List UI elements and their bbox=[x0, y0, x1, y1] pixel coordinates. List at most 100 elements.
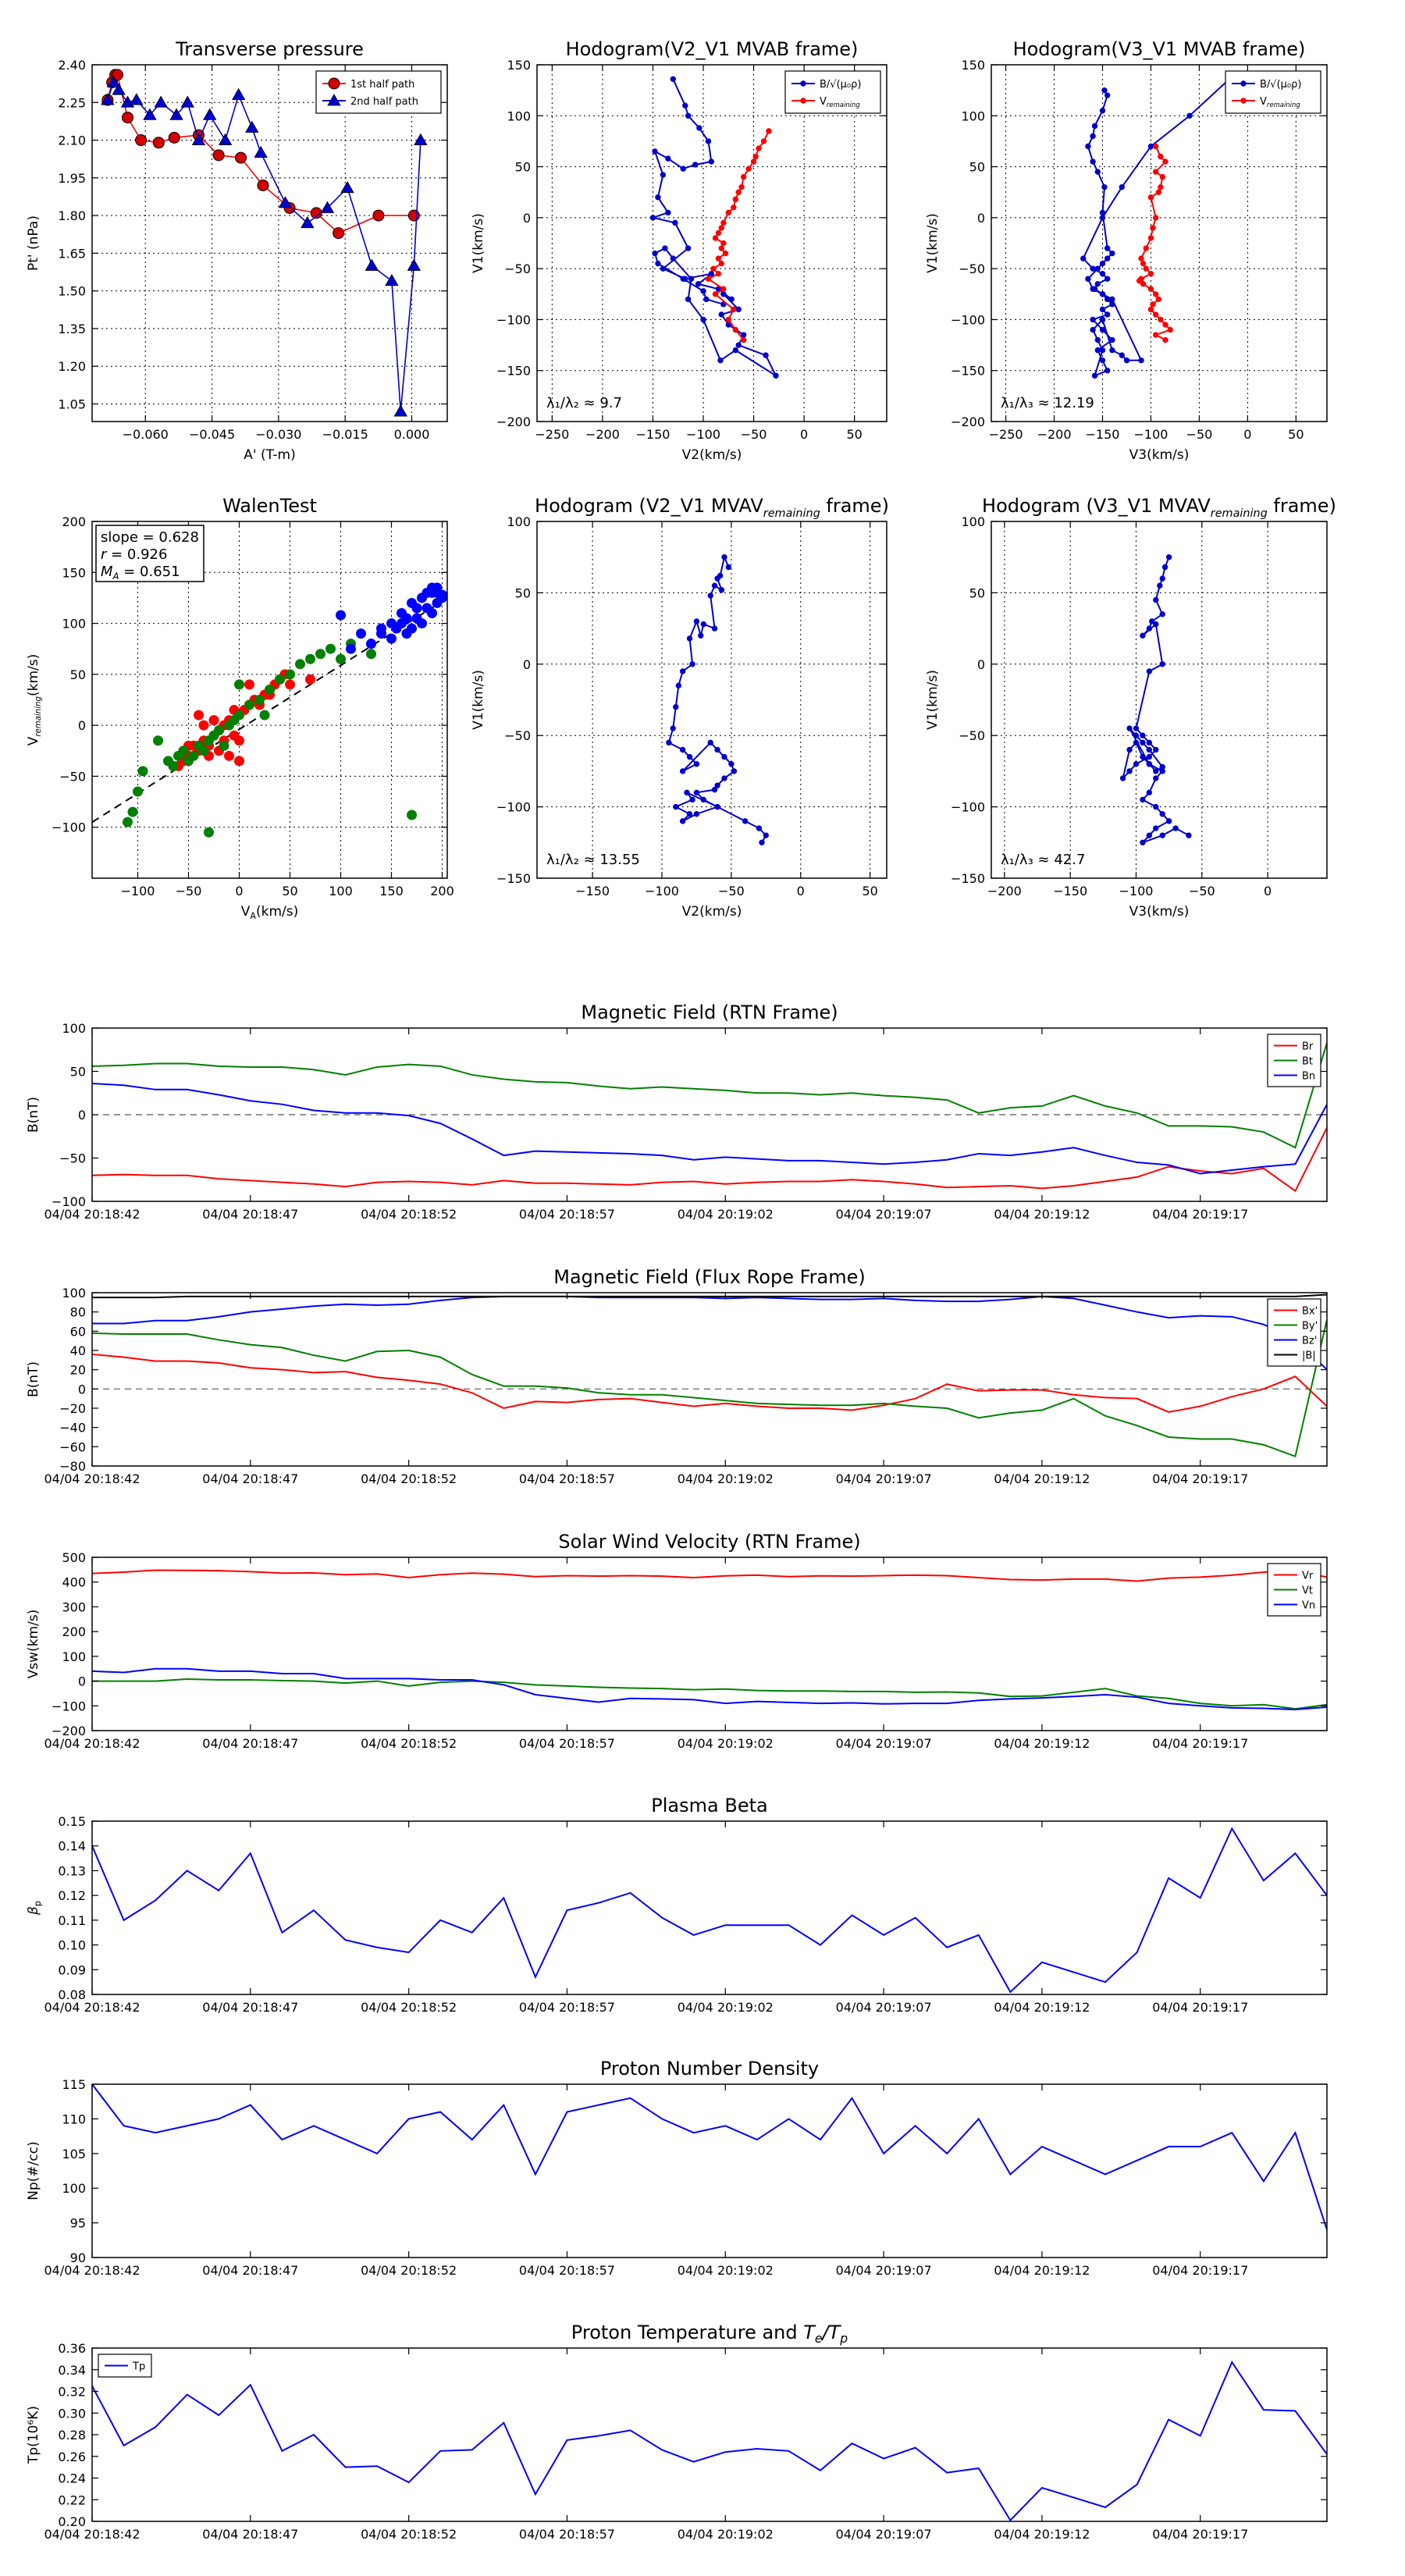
data-point bbox=[1167, 326, 1173, 333]
y-tick-label: 0 bbox=[523, 657, 531, 672]
data-point-green bbox=[153, 735, 163, 746]
data-point bbox=[1147, 194, 1154, 201]
legend-marker bbox=[1240, 98, 1247, 104]
data-point bbox=[685, 296, 692, 303]
x-tick-label: 04/04 20:19:17 bbox=[1152, 2000, 1248, 2015]
data-point-red bbox=[234, 735, 244, 746]
data-point bbox=[715, 255, 722, 262]
data-point bbox=[1091, 123, 1098, 130]
y-tick-label: −150 bbox=[951, 871, 985, 886]
data-point bbox=[1099, 306, 1106, 313]
data-point-green bbox=[214, 725, 224, 736]
chart-h2: Hodogram(V3_V1 MVAB frame) −250 −200 −150 −1… bbox=[925, 38, 1328, 463]
x-tick-label: −200 bbox=[1037, 427, 1072, 442]
y-tick-label: 0.15 bbox=[58, 1814, 86, 1829]
legend-box bbox=[315, 70, 442, 114]
chart-bfield: Magnetic Field (RTN Frame) 04/04 20:18:42… bbox=[26, 1002, 1328, 1222]
legend-label: Bx' bbox=[1302, 1306, 1318, 1318]
y-tick-label: 150 bbox=[961, 58, 985, 73]
y-tick-label: 50 bbox=[969, 585, 985, 600]
x-tick-label: 04/04 20:19:17 bbox=[1152, 2263, 1248, 2278]
data-point bbox=[1119, 775, 1126, 781]
data-point bbox=[1090, 316, 1096, 323]
x-tick-label: 04/04 20:18:52 bbox=[361, 2000, 457, 2015]
axes-frame bbox=[991, 521, 1328, 879]
y-tick-label: −200 bbox=[951, 415, 985, 429]
data-point bbox=[680, 276, 686, 282]
y-tick-label: 105 bbox=[62, 2147, 86, 2161]
data-point bbox=[763, 352, 769, 358]
y-tick-label: 0.09 bbox=[58, 1962, 86, 1977]
data-point bbox=[707, 739, 713, 746]
y-tick-label: 90 bbox=[70, 2250, 86, 2265]
data-point bbox=[245, 120, 259, 133]
data-point-green bbox=[234, 679, 244, 690]
series-line-Vr bbox=[92, 1569, 1327, 1582]
x-tick-label: 04/04 20:19:17 bbox=[1152, 1736, 1248, 1751]
y-tick-label: 0.22 bbox=[58, 2492, 86, 2507]
legend-marker bbox=[327, 94, 341, 106]
y-tick-label: 0 bbox=[977, 657, 985, 672]
legend-label: Vn bbox=[1302, 1600, 1315, 1612]
axes-frame bbox=[536, 521, 887, 879]
series-line-2nd half path bbox=[107, 80, 422, 412]
data-point bbox=[407, 209, 420, 222]
x-tick-label: 04/04 20:18:57 bbox=[519, 2000, 615, 2015]
y-axis-label: Np(#/cc) bbox=[26, 2141, 41, 2200]
x-tick-label: 04/04 20:19:17 bbox=[1152, 1471, 1248, 1486]
data-point bbox=[707, 592, 713, 599]
x-tick-label: 50 bbox=[1288, 427, 1304, 442]
y-tick-label: 0.34 bbox=[58, 2363, 86, 2378]
data-point bbox=[1094, 265, 1101, 272]
x-tick-label: 04/04 20:18:52 bbox=[361, 1736, 457, 1751]
data-point bbox=[1099, 209, 1106, 216]
legend-label: B/√(μ₀ρ) bbox=[820, 79, 861, 91]
data-point bbox=[1162, 322, 1168, 328]
x-tick-label: −0.060 bbox=[123, 427, 169, 442]
x-tick-label: 04/04 20:18:42 bbox=[44, 1471, 140, 1486]
data-point bbox=[652, 148, 658, 155]
y-tick-label: 2.25 bbox=[58, 95, 86, 110]
y-tick-label: 100 bbox=[62, 1286, 86, 1300]
data-point bbox=[689, 796, 695, 803]
series-line-Bx' bbox=[92, 1353, 1327, 1413]
x-tick-label: 0 bbox=[797, 884, 805, 898]
data-point bbox=[235, 151, 247, 164]
data-point-green bbox=[204, 827, 214, 838]
data-point bbox=[1099, 108, 1106, 114]
y-axis-label: Vsw(km/s) bbox=[26, 1610, 41, 1679]
data-point-green bbox=[265, 684, 275, 695]
data-point bbox=[1101, 183, 1108, 190]
data-point bbox=[711, 582, 718, 589]
plot-area bbox=[92, 1569, 1327, 1711]
data-point bbox=[1104, 311, 1111, 318]
data-point bbox=[740, 336, 747, 343]
y-tick-label: 0 bbox=[977, 211, 985, 226]
data-point bbox=[685, 112, 692, 119]
axes-frame bbox=[91, 2347, 1328, 2522]
y-tick-label: −50 bbox=[59, 769, 86, 784]
data-point-blue bbox=[397, 618, 407, 629]
y-tick-label: 200 bbox=[62, 514, 86, 529]
y-tick-label: −40 bbox=[59, 1421, 86, 1436]
data-point bbox=[725, 316, 732, 323]
y-tick-label: −50 bbox=[59, 1151, 86, 1166]
data-point bbox=[718, 587, 725, 593]
legend: Tp bbox=[98, 2354, 152, 2378]
data-point bbox=[710, 265, 717, 272]
data-point bbox=[714, 575, 720, 582]
x-tick-label: −50 bbox=[718, 884, 745, 898]
x-tick-label: 04/04 20:19:17 bbox=[1152, 1207, 1248, 1222]
axes-frame bbox=[91, 521, 448, 879]
x-tick-label: 04/04 20:18:52 bbox=[361, 2263, 457, 2278]
data-point bbox=[1140, 281, 1147, 287]
data-point bbox=[1126, 725, 1133, 731]
y-tick-label: −100 bbox=[52, 1699, 86, 1713]
series-line-By' bbox=[92, 1319, 1327, 1457]
x-tick-label: 04/04 20:19:02 bbox=[678, 1471, 774, 1486]
y-tick-label: 0.14 bbox=[58, 1839, 86, 1854]
y-tick-label: 0 bbox=[78, 1382, 86, 1397]
axes-frame bbox=[536, 64, 887, 422]
data-point bbox=[1159, 768, 1165, 774]
data-point bbox=[1136, 278, 1143, 284]
